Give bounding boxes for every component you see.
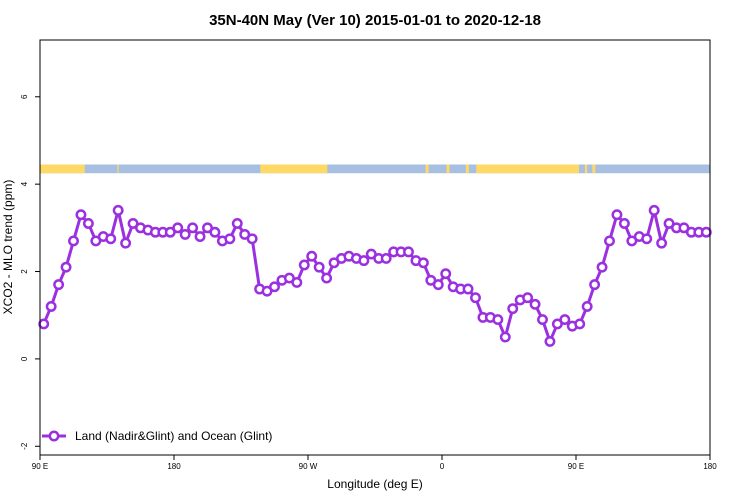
x-tick-label: 90 E xyxy=(32,462,48,471)
data-point xyxy=(380,252,392,264)
x-axis-label: Longitude (deg E) xyxy=(327,477,422,491)
legend-marker xyxy=(48,430,60,442)
x-tick-label: 180 xyxy=(703,462,717,471)
chart-title: 35N-40N May (Ver 10) 2015-01-01 to 2020-… xyxy=(209,12,541,29)
data-point xyxy=(522,292,534,304)
data-point xyxy=(68,235,79,247)
land-band-segment xyxy=(465,164,469,174)
data-point xyxy=(75,209,87,221)
data-point xyxy=(499,331,511,343)
data-point xyxy=(38,318,50,330)
y-axis-label: XCO2 - MLO trend (ppm) xyxy=(1,180,15,315)
series-layer xyxy=(38,204,712,347)
x-tick-label: 0 xyxy=(440,462,445,471)
data-point xyxy=(700,226,712,238)
data-point xyxy=(298,259,310,271)
data-point xyxy=(432,279,444,291)
data-point xyxy=(581,301,593,312)
data-point xyxy=(403,246,414,258)
data-point xyxy=(544,335,556,347)
y-tick-label: 2 xyxy=(20,269,29,274)
x-tick-label: 180 xyxy=(167,462,181,471)
y-tick-label: -2 xyxy=(20,442,29,450)
data-point xyxy=(246,233,258,245)
data-point xyxy=(648,204,660,216)
data-point xyxy=(187,222,199,234)
x-tick-label: 90 W xyxy=(299,462,318,471)
data-point xyxy=(507,303,519,315)
data-point xyxy=(529,298,541,310)
legend: Land (Nadir&Glint) and Ocean (Glint) xyxy=(42,429,272,443)
data-point xyxy=(45,301,57,312)
data-point xyxy=(194,231,206,243)
data-point xyxy=(596,261,608,273)
y-axis: -2 0 2 4 6 xyxy=(20,94,40,450)
data-point xyxy=(269,281,280,293)
data-point xyxy=(417,257,429,269)
y-tick-label: 6 xyxy=(20,94,29,99)
data-point xyxy=(470,292,481,304)
data-point xyxy=(313,261,325,273)
data-point xyxy=(537,314,548,326)
data-point xyxy=(112,204,124,216)
data-point xyxy=(656,237,668,249)
y-tick-label: 4 xyxy=(20,181,29,186)
data-point xyxy=(209,226,221,238)
data-point xyxy=(589,279,601,291)
data-point xyxy=(179,228,191,240)
data-point xyxy=(492,314,504,326)
y-tick-label: 0 xyxy=(20,356,29,361)
land-band-segment xyxy=(260,164,328,174)
data-point xyxy=(82,218,94,229)
data-point xyxy=(321,272,333,284)
land-ocean-band xyxy=(40,164,710,174)
ocean-band xyxy=(40,164,710,174)
land-band-segment xyxy=(592,164,596,174)
land-band-segment xyxy=(425,164,429,174)
land-band-segment xyxy=(584,164,588,174)
data-point xyxy=(231,218,243,229)
data-point xyxy=(604,235,615,247)
land-band-segment xyxy=(476,164,579,174)
plot-frame xyxy=(39,39,711,456)
data-point xyxy=(559,314,571,326)
data-point xyxy=(120,237,132,249)
data-point xyxy=(105,233,117,245)
data-point xyxy=(462,283,474,295)
data-point xyxy=(53,279,65,291)
data-point xyxy=(172,222,184,234)
land-band-segment xyxy=(40,164,85,174)
x-tick-label: 90 E xyxy=(568,462,584,471)
x-axis: 90 E 180 90 W 0 90 E 180 xyxy=(32,455,717,471)
data-point xyxy=(60,261,72,273)
data-point xyxy=(291,276,303,288)
data-point xyxy=(224,233,236,245)
legend-label: Land (Nadir&Glint) and Ocean (Glint) xyxy=(75,429,272,443)
land-band-segment xyxy=(117,164,119,174)
data-point xyxy=(440,268,452,280)
data-point xyxy=(358,255,370,267)
data-point xyxy=(618,218,630,229)
data-point xyxy=(641,233,653,245)
data-point xyxy=(611,209,623,221)
land-band-segment xyxy=(446,164,450,174)
data-point xyxy=(306,250,318,262)
data-point xyxy=(574,318,586,330)
